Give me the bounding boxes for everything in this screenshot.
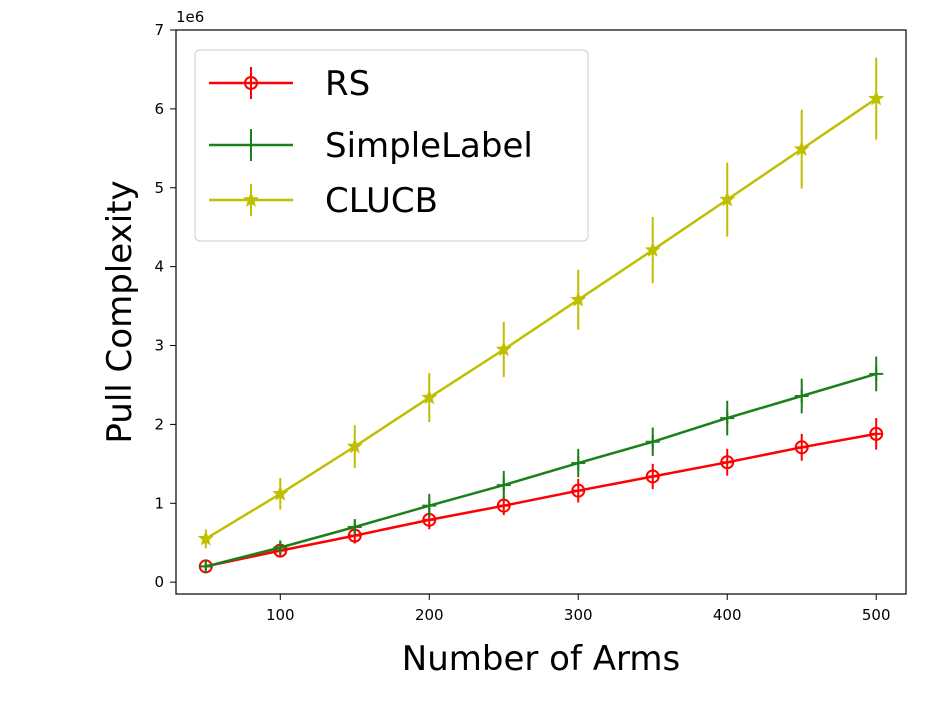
- data-point: [346, 438, 363, 454]
- plot-area: [175, 29, 907, 595]
- legend-marker: [242, 191, 260, 207]
- legend-label: SimpleLabel: [325, 126, 533, 166]
- y-tick-label: 1: [154, 494, 164, 512]
- data-point: [570, 291, 587, 307]
- series-line: [205, 432, 877, 568]
- data-point: [272, 485, 289, 501]
- data-point: [719, 191, 736, 207]
- legend-entry-simplelabel: SimpleLabel: [209, 126, 533, 166]
- y-tick-label: 6: [154, 100, 164, 118]
- series-line: [205, 372, 877, 568]
- y-tick-label: 2: [154, 415, 164, 433]
- y-tick-label: 0: [154, 573, 164, 591]
- x-tick-label: 300: [564, 606, 593, 624]
- data-point: [495, 341, 512, 357]
- x-tick-label: 400: [713, 606, 742, 624]
- x-tick-label: 100: [266, 606, 295, 624]
- y-tick-label: 5: [154, 179, 164, 197]
- y-tick-label: 3: [154, 337, 164, 355]
- y-axis-ticks: 0 1 2 3 4 5 6 7: [154, 21, 176, 591]
- y-tick-label: 7: [154, 21, 164, 39]
- series-line: [205, 97, 877, 540]
- series-simplelabel: [198, 356, 884, 574]
- legend-label: CLUCB: [325, 181, 438, 221]
- data-point: [421, 389, 438, 405]
- series-clucb: [197, 57, 885, 549]
- y-tick-label: 4: [154, 258, 164, 276]
- x-axis-ticks: 100 200 300 400 500: [266, 594, 891, 624]
- x-tick-label: 500: [862, 606, 891, 624]
- legend-box: [194, 49, 589, 242]
- data-point: [644, 241, 661, 257]
- legend: RS SimpleLabel CLUCB: [194, 49, 589, 242]
- data-point: [868, 90, 885, 106]
- x-tick-label: 200: [415, 606, 444, 624]
- legend-entry-rs: RS: [209, 64, 370, 104]
- y-offset-label: 1e6: [176, 8, 204, 26]
- series-layer: [197, 57, 885, 574]
- data-point: [793, 140, 810, 156]
- legend-label: RS: [325, 64, 370, 104]
- y-axis-title: Pull Complexity: [100, 180, 140, 443]
- legend-entry-clucb: CLUCB: [209, 181, 438, 221]
- x-axis-title: Number of Arms: [402, 639, 680, 679]
- data-point: [197, 530, 214, 546]
- series-rs: [198, 418, 884, 574]
